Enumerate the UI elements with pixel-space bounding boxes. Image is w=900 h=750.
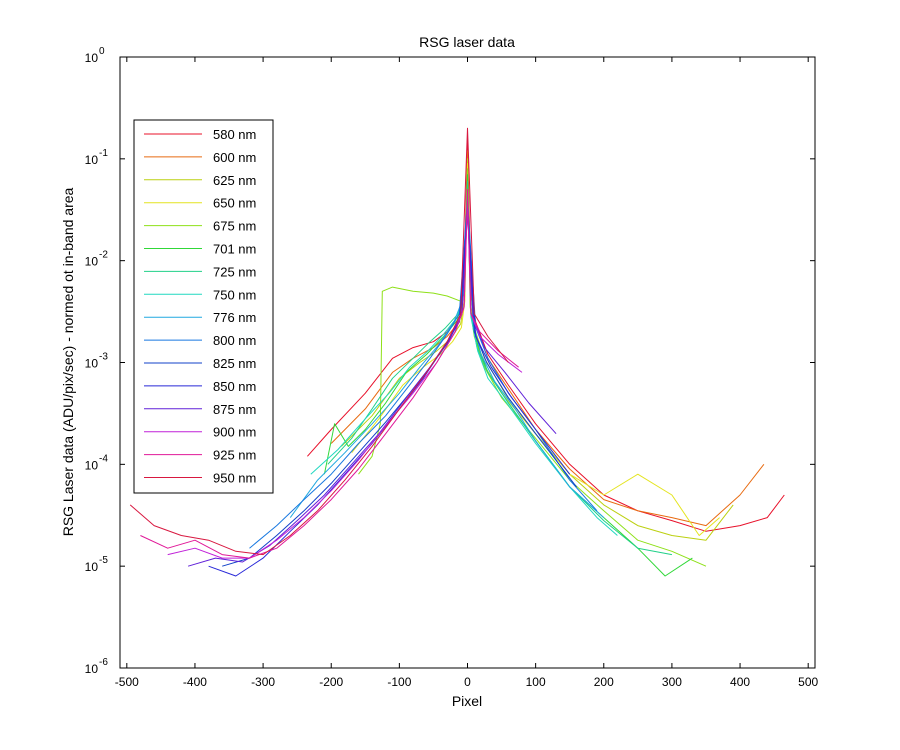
x-tick-label: 0 — [464, 675, 471, 689]
y-tick-label-exponent: 0 — [99, 46, 105, 57]
y-tick-label: 10 — [85, 255, 99, 269]
y-tick-label: 10 — [85, 560, 99, 574]
legend-label: 725 nm — [213, 264, 256, 279]
x-tick-label: -500 — [115, 675, 139, 689]
series-line-950-nm — [129, 127, 509, 556]
legend-label: 800 nm — [213, 333, 256, 348]
legend-label: 850 nm — [213, 379, 256, 394]
y-axis-label: RSG Laser data (ADU/pix/sec) - normed ot… — [60, 187, 76, 536]
legend-label: 925 nm — [213, 448, 256, 463]
series-line-925-nm — [140, 189, 519, 559]
legend-label: 900 nm — [213, 425, 256, 440]
legend-label: 625 nm — [213, 173, 256, 188]
y-tick-label-exponent: -3 — [99, 352, 108, 363]
series-line-675-nm — [358, 168, 707, 567]
x-tick-label: 400 — [730, 675, 750, 689]
x-tick-label: -100 — [387, 675, 411, 689]
x-tick-label: 200 — [594, 675, 614, 689]
series-line-850-nm — [208, 211, 571, 577]
legend-label: 875 nm — [213, 402, 256, 417]
legend-label: 750 nm — [213, 287, 256, 302]
chart-title: RSG laser data — [419, 34, 515, 50]
y-tick-label: 10 — [85, 662, 99, 676]
y-tick-label: 10 — [85, 51, 99, 65]
legend-label: 600 nm — [213, 150, 256, 165]
legend-label: 825 nm — [213, 356, 256, 371]
x-tick-label: 300 — [662, 675, 682, 689]
legend: 580 nm 600 nm 625 nm 650 nm 675 nm 701 nm 725 … — [133, 119, 274, 494]
y-tick-label-exponent: -5 — [99, 555, 108, 566]
series-group — [129, 127, 785, 577]
x-tick-label: 500 — [798, 675, 818, 689]
y-tick-label-exponent: -6 — [99, 657, 108, 668]
y-tick-label-exponent: -4 — [99, 453, 108, 464]
legend-label: 701 nm — [213, 242, 256, 257]
y-tick-label: 10 — [85, 458, 99, 472]
legend-label: 650 nm — [213, 196, 256, 211]
y-tick-label: 10 — [85, 153, 99, 167]
x-tick-label: -200 — [319, 675, 343, 689]
y-tick-label-exponent: -2 — [99, 250, 108, 261]
y-tick-label-exponent: -1 — [99, 148, 108, 159]
legend-box — [133, 119, 274, 494]
x-tick-label: 100 — [526, 675, 546, 689]
x-axis-label: Pixel — [452, 693, 482, 709]
legend-label: 675 nm — [213, 219, 256, 234]
y-tick-label: 10 — [85, 357, 99, 371]
legend-label: 580 nm — [213, 127, 256, 142]
x-axis: -500 -400 -300 -200 -100 0 100 200 300 400 500 — [115, 57, 819, 689]
legend-label: 776 nm — [213, 310, 256, 325]
x-tick-label: -400 — [183, 675, 207, 689]
legend-label: 950 nm — [213, 471, 256, 486]
x-tick-label: -300 — [251, 675, 275, 689]
